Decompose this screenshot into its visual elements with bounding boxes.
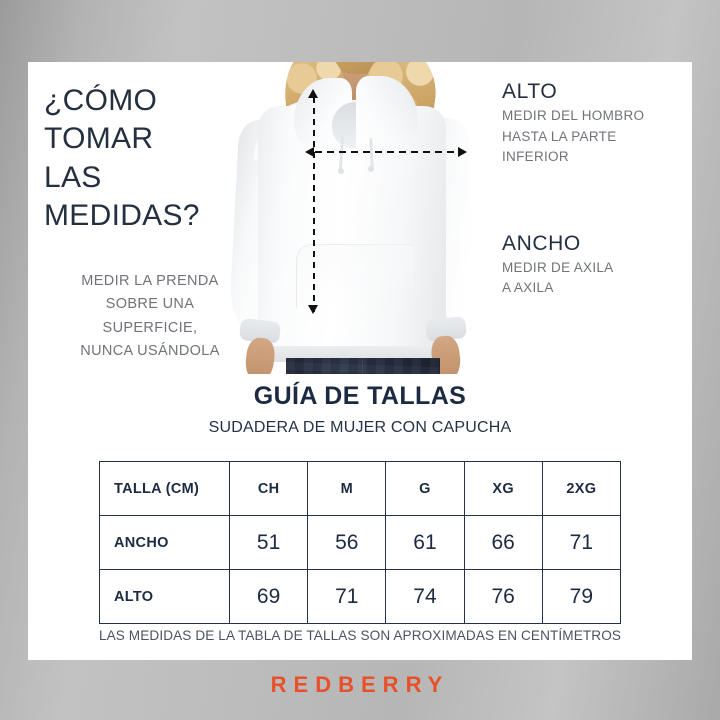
cell-alto-m: 71 <box>307 569 387 624</box>
cell-alto-xg: 76 <box>463 569 543 624</box>
definitions-column: ALTO MEDIR DEL HOMBRO HASTA LA PARTE INF… <box>502 80 688 299</box>
table-header-2xg: 2XG <box>541 461 621 516</box>
table-header-m: M <box>307 461 387 516</box>
cell-alto-g: 74 <box>385 569 465 624</box>
hoodie-body <box>258 106 446 358</box>
page-title: ¿CÓMO TOMAR LAS MEDIDAS? <box>36 82 264 236</box>
definition-alto-line-1: MEDIR DEL HOMBRO <box>502 108 645 123</box>
table-row: ALTO 69 71 74 76 79 <box>99 569 621 624</box>
definition-alto-line-3: INFERIOR <box>502 149 569 165</box>
table-header-xg: XG <box>463 461 543 516</box>
instructions-column: ¿CÓMO TOMAR LAS MEDIDAS? MEDIR LA PRENDA… <box>36 82 264 364</box>
brand-logo: REDBERRY <box>270 672 450 697</box>
cell-ancho-ch: 51 <box>228 515 309 570</box>
table-row: ANCHO 51 56 61 66 71 <box>99 515 621 570</box>
instructions-line-3: SUPERFICIE, <box>102 319 198 336</box>
page-title-line-2: LAS MEDIDAS? <box>44 160 200 233</box>
row-label-alto: ALTO <box>99 569 230 624</box>
table-note: LAS MEDIDAS DE LA TABLA DE TALLAS SON AP… <box>98 628 622 643</box>
size-guide-card: ¿CÓMO TOMAR LAS MEDIDAS? MEDIR LA PRENDA… <box>28 62 692 660</box>
instructions-line-2: SOBRE UNA <box>105 296 195 313</box>
instructions-line-4: NUNCA USÁNDOLA <box>80 343 220 360</box>
table-header-talla: TALLA (CM) <box>99 461 230 516</box>
cell-ancho-2xg: 71 <box>541 515 621 570</box>
arrow-left-icon <box>305 147 314 157</box>
drawstring-tip-right <box>368 166 374 172</box>
table-header-row: TALLA (CM) CH M G XG 2XG <box>99 461 621 516</box>
alto-measure-line <box>313 97 315 313</box>
arrow-down-icon <box>308 305 318 314</box>
definition-alto: ALTO MEDIR DEL HOMBRO HASTA LA PARTE INF… <box>502 80 688 168</box>
cell-ancho-xg: 66 <box>463 515 543 570</box>
definition-alto-description: MEDIR DEL HOMBRO HASTA LA PARTE INFERIOR <box>502 106 688 168</box>
definition-ancho: ANCHO MEDIR DE AXILA A AXILA <box>502 232 688 299</box>
jeans-seam <box>362 360 363 374</box>
definition-alto-term: ALTO <box>502 80 558 103</box>
table-header-ch: CH <box>228 461 309 516</box>
instructions-line-1: MEDIR LA PRENDA <box>81 272 219 289</box>
size-guide-subtitle: SUDADERA DE MUJER CON CAPUCHA <box>208 419 512 436</box>
size-guide-title: GUÍA DE TALLAS <box>253 382 467 410</box>
definition-ancho-description: MEDIR DE AXILA A AXILA <box>502 258 688 299</box>
cell-ancho-g: 61 <box>385 515 465 570</box>
ancho-measure-line <box>315 151 461 153</box>
size-table: TALLA (CM) CH M G XG 2XG ANCHO 51 56 61 … <box>99 461 621 624</box>
cell-alto-ch: 69 <box>228 569 309 624</box>
definition-alto-line-2: HASTA LA PARTE <box>502 128 617 144</box>
arrow-right-icon <box>458 147 467 157</box>
model-photo <box>228 62 480 374</box>
table-header-g: G <box>385 461 465 516</box>
arrow-up-icon <box>308 89 318 98</box>
instructions-text: MEDIR LA PRENDA SOBRE UNA SUPERFICIE, NU… <box>36 270 264 364</box>
definition-ancho-line-2: A AXILA <box>502 280 554 296</box>
definition-ancho-term: ANCHO <box>502 231 581 255</box>
row-label-ancho: ANCHO <box>99 515 230 570</box>
page-title-line-1: ¿CÓMO TOMAR <box>44 84 158 156</box>
cell-ancho-m: 56 <box>307 515 387 570</box>
definition-ancho-line-1: MEDIR DE AXILA <box>502 259 614 275</box>
hoodie-pocket <box>296 244 414 308</box>
model-jeans <box>286 358 440 374</box>
cell-alto-2xg: 79 <box>541 569 621 624</box>
drawstring-tip-left <box>338 168 344 174</box>
